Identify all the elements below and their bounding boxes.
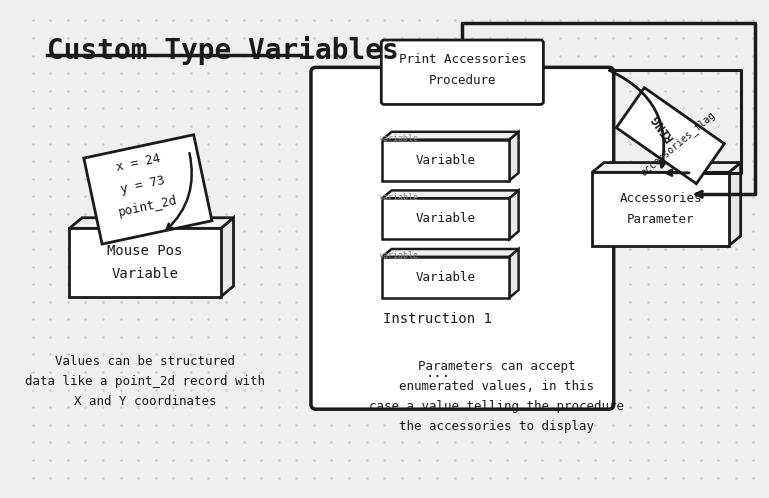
Polygon shape [592, 172, 729, 246]
Polygon shape [509, 249, 518, 298]
Text: RING: RING [648, 112, 677, 144]
Polygon shape [382, 257, 509, 298]
Polygon shape [509, 190, 518, 239]
Text: Variable: Variable [416, 212, 476, 225]
Polygon shape [69, 218, 234, 229]
Text: Accessories
Parameter: Accessories Parameter [619, 192, 702, 226]
Polygon shape [221, 218, 234, 297]
Polygon shape [84, 135, 212, 244]
Polygon shape [509, 132, 518, 181]
Polygon shape [69, 229, 221, 297]
Text: accessories_flag: accessories_flag [639, 109, 717, 178]
Text: Mouse Pos
Variable: Mouse Pos Variable [107, 245, 182, 281]
Polygon shape [382, 132, 518, 139]
FancyBboxPatch shape [381, 40, 544, 105]
Polygon shape [592, 162, 741, 172]
Polygon shape [729, 162, 741, 246]
Polygon shape [617, 88, 724, 184]
Text: variable: variable [379, 193, 419, 202]
Text: Instruction 1

...: Instruction 1 ... [384, 312, 492, 380]
Text: variable: variable [379, 134, 419, 143]
Text: x = 24
y = 73
point_2d: x = 24 y = 73 point_2d [108, 150, 178, 219]
Text: Variable: Variable [416, 153, 476, 167]
FancyBboxPatch shape [311, 67, 614, 409]
Text: Values can be structured
data like a point_2d record with
X and Y coordinates: Values can be structured data like a poi… [25, 356, 265, 408]
Text: Custom Type Variables: Custom Type Variables [47, 36, 399, 65]
Polygon shape [382, 190, 518, 198]
Text: Print Accessories
Procedure: Print Accessories Procedure [398, 53, 526, 87]
Polygon shape [382, 198, 509, 239]
Text: Variable: Variable [416, 271, 476, 284]
Polygon shape [382, 139, 509, 181]
Polygon shape [382, 249, 518, 257]
Text: Parameters can accept
enumerated values, in this
case a value telling the proced: Parameters can accept enumerated values,… [369, 361, 624, 433]
Text: variable: variable [379, 251, 419, 260]
